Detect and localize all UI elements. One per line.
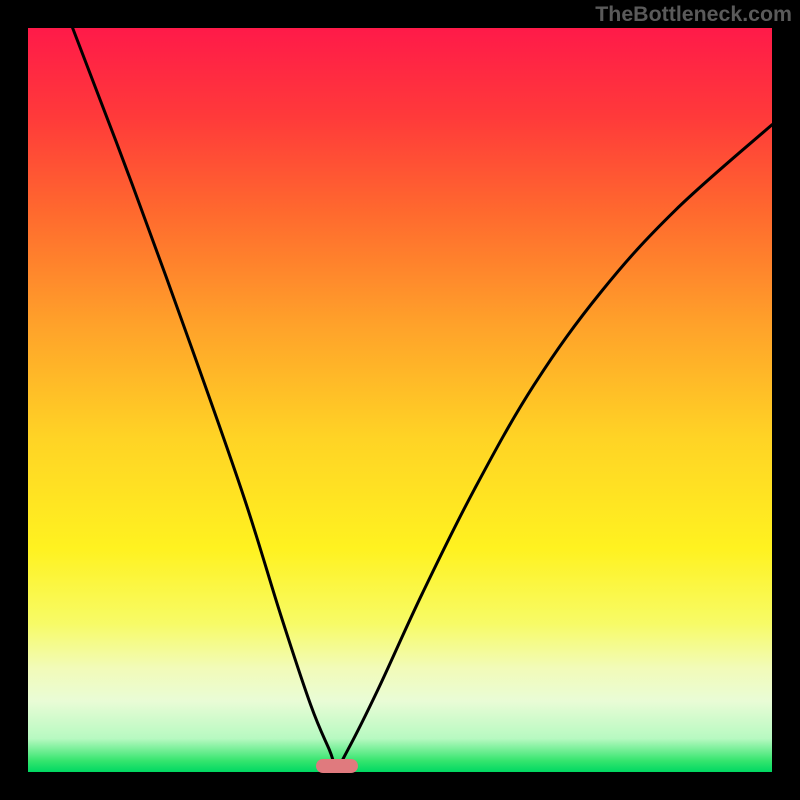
bottleneck-marker [316,759,358,773]
chart-canvas: TheBottleneck.com [0,0,800,800]
bottleneck-curve [0,0,800,800]
watermark-text: TheBottleneck.com [595,2,792,27]
